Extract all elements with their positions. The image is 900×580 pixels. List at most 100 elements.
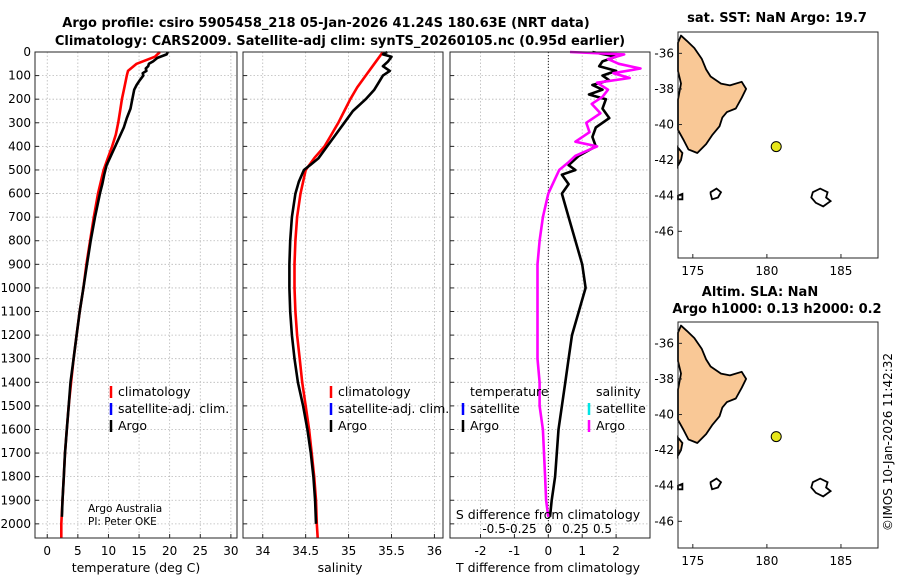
x-tick-label: 34.5 <box>292 544 319 558</box>
credit-line1: Argo Australia <box>88 503 162 515</box>
plot-frame <box>34 51 238 539</box>
salinity-xlabel: salinity <box>318 560 363 575</box>
x-tick-label: 36 <box>427 544 442 558</box>
legend-label-satellite-adj: satellite-adj. clim. <box>338 401 449 416</box>
series-argo <box>288 50 393 524</box>
x-tick-label: 10 <box>101 544 116 558</box>
x-tick-label: 35.5 <box>378 544 405 558</box>
y-tick-label: 300 <box>8 116 31 130</box>
legend-label-t-satellite: satellite <box>470 401 520 416</box>
y-tick-label: 900 <box>8 257 31 271</box>
legend-label-argo: Argo <box>338 418 367 433</box>
land-north-island <box>677 324 747 444</box>
y-tick-label: 1700 <box>0 446 31 460</box>
top-tick-label: 0.5 <box>593 522 612 536</box>
y-tick-label: 1000 <box>0 281 31 295</box>
legend-label-climatology: climatology <box>118 384 191 399</box>
x-tick-label: 35 <box>341 544 356 558</box>
argo-position-marker <box>770 141 782 153</box>
difference-legend: temperature salinity satellite Argo sate… <box>461 384 646 433</box>
plot-frame <box>242 51 444 539</box>
land-north-island <box>677 34 747 154</box>
top-tick-label: 0.25 <box>562 522 589 536</box>
y-tick-label: 400 <box>8 139 31 153</box>
figure-title-line1: Argo profile: csiro 5905458_218 05-Jan-2… <box>62 16 589 31</box>
y-tick-label: 600 <box>8 187 31 201</box>
x-tick-label: 0 <box>43 544 51 558</box>
top-tick-label: -0.25 <box>506 522 537 536</box>
temperature-panel: 0 5 10 15 20 25 300100200300400500600700800900… <box>0 45 238 558</box>
x-tick-label: -1 <box>508 544 520 558</box>
lon-tick-label: 175 <box>681 264 704 278</box>
island-outline <box>709 187 723 201</box>
lat-tick-label: -38 <box>654 372 674 386</box>
lat-tick-label: -44 <box>654 189 674 203</box>
lat-tick-label: -46 <box>654 224 674 238</box>
x-tick-label: 1 <box>578 544 586 558</box>
difference-panel: -2 -1 0 1 2 -0.5 -0.25 0 0.25 0.5 <box>449 50 651 558</box>
lat-tick-label: -42 <box>654 443 674 457</box>
x-tick-label: 34 <box>255 544 270 558</box>
difference-xlabel: T difference from climatology <box>455 560 641 575</box>
y-tick-label: 800 <box>8 234 31 248</box>
map-frame <box>677 321 879 549</box>
y-tick-label: 100 <box>8 69 31 83</box>
x-tick-label: 15 <box>131 544 146 558</box>
island-outline <box>810 477 833 498</box>
y-tick-label: 1400 <box>0 375 31 389</box>
legend-label-argo: Argo <box>118 418 147 433</box>
plot-area <box>243 52 443 538</box>
difference-top-xlabel: S difference from climatology <box>456 507 641 522</box>
y-tick-label: 0 <box>23 45 31 59</box>
plot-area <box>450 52 650 538</box>
island-outline <box>677 192 684 201</box>
series-t-diff-argo <box>548 50 618 517</box>
y-tick-label: 1200 <box>0 328 31 342</box>
y-tick-label: 1800 <box>0 470 31 484</box>
lat-tick-label: -44 <box>654 479 674 493</box>
y-tick-label: 200 <box>8 92 31 106</box>
temperature-legend: climatology satellite-adj. clim. Argo <box>109 384 229 433</box>
legend-header-temperature: temperature <box>470 384 549 399</box>
x-tick-label: 20 <box>162 544 177 558</box>
lon-tick-label: 180 <box>755 264 778 278</box>
legend-label-s-argo: Argo <box>596 418 625 433</box>
island-outline <box>677 482 684 491</box>
x-tick-label: 2 <box>612 544 620 558</box>
x-tick-label: 5 <box>74 544 82 558</box>
top-tick-label: 0 <box>544 522 552 536</box>
legend-label-climatology: climatology <box>338 384 411 399</box>
island-outline <box>709 477 723 491</box>
y-tick-label: 1100 <box>0 305 31 319</box>
y-tick-label: 1500 <box>0 399 31 413</box>
y-tick-label: 700 <box>8 210 31 224</box>
lon-tick-label: 185 <box>830 554 853 568</box>
series-s-diff-argo <box>536 50 642 517</box>
lon-tick-label: 185 <box>830 264 853 278</box>
lat-tick-label: -42 <box>654 153 674 167</box>
map-top: 175 180 185 -36 -38 -40 -42 -44 -46 <box>654 31 879 278</box>
lat-tick-label: -38 <box>654 82 674 96</box>
map-bottom-title-line1: Altim. SLA: NaN <box>702 285 818 300</box>
argo-position-marker <box>770 431 782 443</box>
map-bottom: 175 180 185 -36 -38 -40 -42 -44 -46 <box>654 321 879 568</box>
temperature-xlabel: temperature (deg C) <box>72 560 201 575</box>
y-tick-label: 1300 <box>0 352 31 366</box>
legend-label-s-satellite: satellite <box>596 401 646 416</box>
map-frame <box>677 31 879 259</box>
x-tick-label: -2 <box>475 544 487 558</box>
figure-title-line2: Climatology: CARS2009. Satellite-adj cli… <box>55 34 625 49</box>
salinity-panel: 34 34.5 35 35.5 36 <box>242 50 444 558</box>
credit-line2: PI: Peter OKE <box>88 516 157 528</box>
legend-label-t-argo: Argo <box>470 418 499 433</box>
x-tick-label: 25 <box>193 544 208 558</box>
footer-timestamp: ©IMOS 10-Jan-2026 11:42:32 <box>881 353 895 531</box>
y-tick-label: 1600 <box>0 422 31 436</box>
lat-tick-label: -36 <box>654 336 674 350</box>
map-bottom-title-line2: Argo h1000: 0.13 h2000: 0.2 <box>672 302 881 317</box>
legend-label-satellite-adj: satellite-adj. clim. <box>118 401 229 416</box>
lat-tick-label: -36 <box>654 46 674 60</box>
lat-tick-label: -46 <box>654 514 674 528</box>
plot-frame <box>449 51 651 539</box>
